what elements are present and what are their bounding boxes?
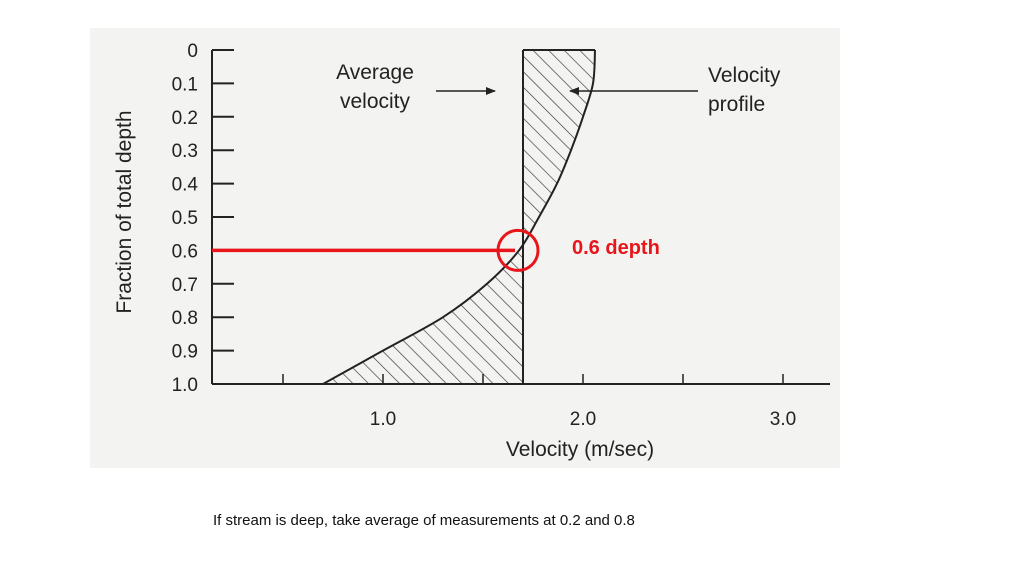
y-tick-label: 0.5 — [172, 208, 198, 229]
caption-text: If stream is deep, take average of measu… — [213, 512, 635, 529]
y-tick-label: 0.7 — [172, 275, 198, 296]
hatched-region — [323, 50, 595, 384]
y-tick-label: 0.3 — [172, 141, 198, 162]
x-tick-label: 2.0 — [570, 409, 596, 430]
avg-velocity-label-line2: velocity — [340, 90, 411, 113]
y-tick-label: 0.8 — [172, 308, 198, 329]
y-tick-label: 0 — [187, 41, 198, 62]
avg-velocity-label-line1: Average — [336, 61, 414, 84]
x-axis-title: Velocity (m/sec) — [506, 438, 654, 461]
figure-background — [90, 28, 840, 468]
hatched-area — [323, 50, 595, 384]
y-axis-title: Fraction of total depth — [113, 110, 136, 313]
y-ticks: 0 0.1 0.2 0.3 0.4 0.5 0.6 0.7 0.8 0.9 1.0 — [172, 41, 234, 396]
depth-highlight — [212, 228, 540, 272]
depth-marker-label: 0.6 depth — [572, 237, 660, 259]
y-tick-label: 0.9 — [172, 342, 198, 363]
y-tick-label: 0.1 — [172, 74, 198, 95]
velocity-profile-curve — [322, 49, 596, 385]
y-tick-label: 0.2 — [172, 108, 198, 129]
x-ticks: 1.0 2.0 3.0 — [282, 374, 796, 430]
x-tick-label: 3.0 — [770, 409, 796, 430]
y-tick-label: 0.6 — [172, 241, 198, 262]
velocity-profile-label-line2: profile — [708, 93, 765, 116]
y-tick-label: 1.0 — [172, 375, 198, 396]
velocity-profile-label-line1: Velocity — [708, 64, 781, 87]
series-lines — [322, 49, 596, 385]
y-tick-label: 0.4 — [172, 175, 199, 196]
x-tick-label: 1.0 — [370, 409, 396, 430]
depth-marker-circle — [496, 228, 540, 272]
